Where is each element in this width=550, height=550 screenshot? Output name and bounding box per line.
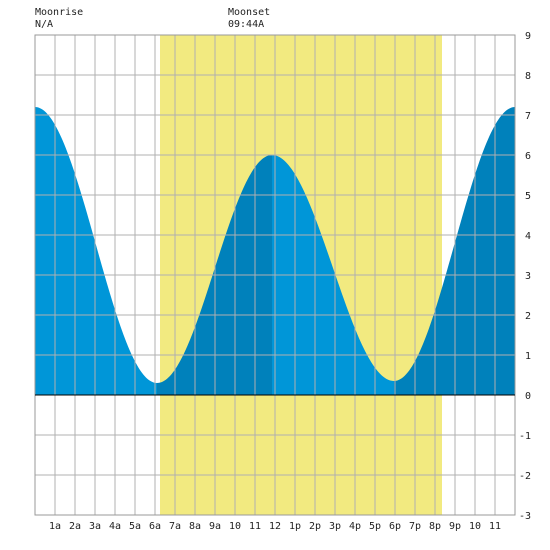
y-tick-label: -1 bbox=[519, 431, 531, 442]
y-tick-label: 0 bbox=[525, 391, 531, 402]
x-tick-label: 10 bbox=[469, 521, 481, 532]
x-axis-ticks: 1a 2a 3a 4a 5a 6a 7a 8a 9a 10 11 12 1p 2p 3p 4p 5p 6p 7p 8p… bbox=[49, 521, 501, 532]
falling-tide-area bbox=[35, 107, 157, 395]
y-tick-label: 5 bbox=[525, 191, 531, 202]
y-tick-label: -3 bbox=[519, 511, 531, 522]
y-axis-ticks: -3 -2 -1 0 1 2 3 4 5 6 7 8 9 bbox=[519, 31, 531, 522]
y-tick-label: 9 bbox=[525, 31, 531, 42]
x-tick-label: 11 bbox=[489, 521, 501, 532]
x-tick-label: 12 bbox=[269, 521, 281, 532]
x-tick-label: 1p bbox=[289, 521, 301, 532]
y-tick-label: 1 bbox=[525, 351, 531, 362]
x-tick-label: 8a bbox=[189, 521, 201, 532]
y-tick-label: 4 bbox=[525, 231, 531, 242]
x-tick-label: 7p bbox=[409, 521, 421, 532]
x-tick-label: 6p bbox=[389, 521, 401, 532]
y-tick-label: 2 bbox=[525, 311, 531, 322]
x-tick-label: 4p bbox=[349, 521, 361, 532]
moonset-value: 09:44A bbox=[228, 19, 265, 30]
plot-border bbox=[34, 34, 516, 516]
moonrise-value: N/A bbox=[35, 19, 54, 30]
x-tick-label: 9a bbox=[209, 521, 221, 532]
x-tick-label: 2p bbox=[309, 521, 321, 532]
y-tick-label: 6 bbox=[525, 151, 531, 162]
x-tick-label: 6a bbox=[149, 521, 161, 532]
x-tick-label: 1a bbox=[49, 521, 61, 532]
y-tick-label: 7 bbox=[525, 111, 531, 122]
moonrise-label: Moonrise bbox=[35, 7, 84, 18]
x-tick-label: 11 bbox=[249, 521, 261, 532]
x-tick-label: 2a bbox=[69, 521, 81, 532]
x-tick-label: 3a bbox=[89, 521, 101, 532]
y-tick-label: 3 bbox=[525, 271, 531, 282]
x-tick-label: 9p bbox=[449, 521, 461, 532]
x-tick-label: 4a bbox=[109, 521, 121, 532]
x-tick-label: 5p bbox=[369, 521, 381, 532]
moonset-label: Moonset bbox=[228, 7, 271, 18]
y-tick-label: 8 bbox=[525, 71, 531, 82]
grid-lines bbox=[34, 34, 516, 516]
x-tick-label: 5a bbox=[129, 521, 141, 532]
x-tick-label: 10 bbox=[229, 521, 241, 532]
y-tick-label: -2 bbox=[519, 471, 531, 482]
x-tick-label: 7a bbox=[169, 521, 181, 532]
x-tick-label: 3p bbox=[329, 521, 341, 532]
x-tick-label: 8p bbox=[429, 521, 441, 532]
